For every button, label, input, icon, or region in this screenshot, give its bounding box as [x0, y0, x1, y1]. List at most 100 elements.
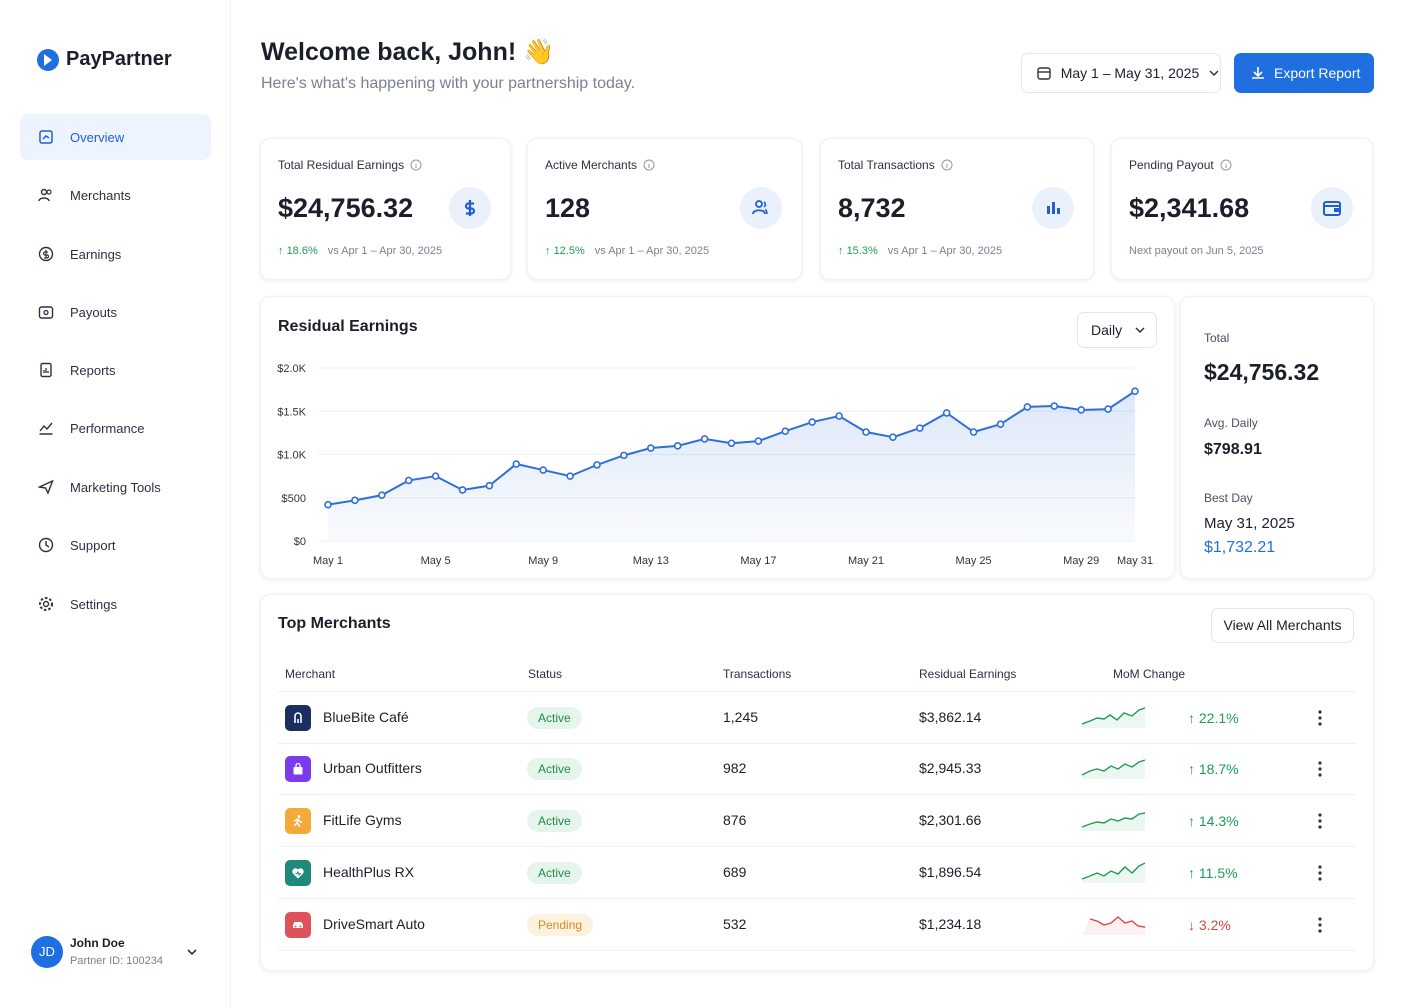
nav-icon	[39, 422, 53, 435]
chevron	[1135, 327, 1145, 334]
welcome-title: Welcome back, John! 👋	[261, 38, 555, 66]
divider	[278, 898, 1356, 899]
y-tick-label: $1.5K	[277, 406, 306, 418]
column-header: Merchant	[285, 667, 336, 681]
kpi-icon	[740, 187, 782, 229]
nav-item[interactable]: Performance	[20, 405, 211, 451]
row-menu[interactable]	[1314, 760, 1326, 778]
status-pill: Active	[527, 758, 582, 780]
nav-label: Marketing Tools	[70, 479, 161, 495]
point	[808, 418, 817, 426]
divider	[278, 950, 1356, 951]
nav-item[interactable]: Overview	[20, 114, 211, 160]
kpi-value: 128	[545, 193, 591, 223]
point	[700, 435, 709, 443]
summary-label: Best Day	[1204, 491, 1253, 505]
point	[512, 460, 521, 468]
kpi-value: 8,732	[838, 193, 906, 223]
nav-item[interactable]: Marketing Tools	[20, 464, 211, 510]
point	[727, 439, 736, 448]
user-menu[interactable]	[185, 945, 199, 959]
calendar-icon	[1037, 67, 1051, 80]
summary-total: $24,756.32	[1204, 359, 1320, 385]
date-range: May 1 – May 31, 2025	[1060, 65, 1200, 81]
sidebar: PayPartner Overview Merchants Earnings Payo…	[0, 0, 231, 1008]
date-picker[interactable]: May 1 – May 31, 2025	[1021, 53, 1221, 93]
nav-item[interactable]: Earnings	[20, 231, 211, 277]
row-menu[interactable]	[1314, 916, 1326, 934]
best-value: $1,732.21	[1204, 539, 1276, 556]
mom-change-text: 3.2%	[1198, 917, 1231, 933]
row-menu[interactable]	[1314, 864, 1326, 882]
nav-item[interactable]: Support	[20, 522, 211, 568]
merchant-name: HealthPlus RX	[323, 864, 415, 880]
mom-change: ↑ 11.5%	[1188, 865, 1238, 881]
kpi-label: Total Residual Earnings	[278, 158, 422, 172]
mom-change: ↓ 3.2%	[1188, 917, 1231, 933]
x-tick-label: May 17	[740, 555, 776, 567]
kpi-label: Active Merchants	[545, 158, 655, 172]
point	[781, 427, 790, 435]
kpi-label: Pending Payout	[1129, 158, 1232, 172]
point	[539, 466, 548, 474]
chevron	[1209, 70, 1219, 77]
point	[431, 472, 440, 480]
y-tick-label: $2.0K	[277, 363, 306, 375]
status-pill: Active	[527, 810, 582, 832]
row-menu[interactable]	[1314, 812, 1326, 830]
point	[1077, 406, 1086, 414]
earnings: $3,862.14	[919, 709, 982, 725]
nav-label: Earnings	[70, 246, 122, 262]
earnings: $2,945.33	[919, 760, 982, 776]
nav-icon	[38, 537, 54, 553]
period-label: Daily	[1091, 322, 1123, 338]
transactions: 982	[723, 760, 747, 776]
nav-label: Settings	[70, 596, 117, 612]
mom-change: ↑ 22.1%	[1188, 710, 1239, 726]
column-header: Residual Earnings	[919, 667, 1017, 681]
nav-icon	[38, 188, 52, 202]
kpi-change-text: 12.5%	[553, 245, 585, 257]
point	[835, 412, 843, 420]
row-menu[interactable]	[1314, 709, 1326, 727]
info-icon	[410, 159, 422, 171]
nav-item[interactable]: Reports	[20, 347, 211, 393]
kpi-change-text: 18.6%	[286, 245, 318, 257]
merchant-name: BlueBite Café	[323, 709, 409, 725]
transactions: 689	[723, 864, 747, 880]
x-tick-label: May 29	[1063, 555, 1099, 567]
brand: PayPartner	[66, 48, 172, 70]
avatar: JD	[31, 936, 63, 968]
period-select[interactable]: Daily	[1077, 312, 1157, 348]
area	[328, 391, 1135, 541]
nav-label: Overview	[70, 129, 125, 145]
nav-item[interactable]: Payouts	[20, 289, 211, 335]
nav-item[interactable]: Merchants	[20, 172, 211, 218]
nav-label: Performance	[70, 420, 145, 436]
point	[566, 472, 574, 480]
mom-change: ↑ 14.3%	[1188, 813, 1239, 829]
sparkline	[1082, 812, 1146, 831]
point	[673, 442, 682, 450]
kpi-note: Next payout on Jun 5, 2025	[1129, 245, 1264, 257]
nav-label: Support	[70, 537, 116, 553]
view-all-button[interactable]: View All Merchants	[1211, 608, 1354, 643]
point	[485, 481, 494, 490]
y-tick-label: $500	[282, 493, 306, 505]
kpi-value: $24,756.32	[278, 193, 414, 223]
export-button[interactable]: Export Report	[1234, 53, 1374, 93]
divider	[278, 794, 1356, 795]
point	[404, 476, 413, 485]
nav-item[interactable]: Settings	[20, 581, 211, 627]
nav-icon	[39, 597, 53, 611]
x-tick-label: May 5	[421, 555, 451, 567]
kpi-label-text: Total Transactions	[838, 158, 935, 172]
point	[862, 428, 870, 436]
point	[324, 500, 332, 509]
nav-label: Payouts	[70, 304, 117, 320]
info-icon	[643, 159, 655, 171]
x-tick-label: May 31	[1117, 555, 1153, 567]
point	[593, 461, 601, 469]
point	[1050, 402, 1059, 410]
